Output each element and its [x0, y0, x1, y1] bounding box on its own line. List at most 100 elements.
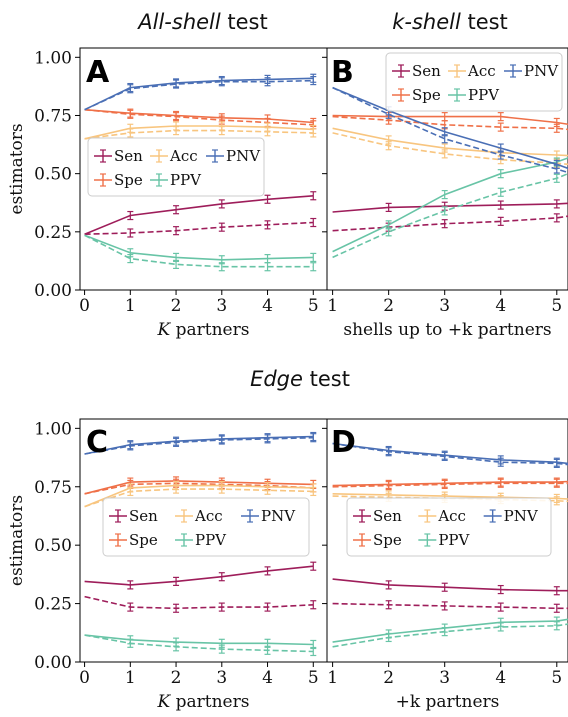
legend-label-spe: Spe	[129, 531, 158, 549]
series-line-acc-solid	[84, 484, 314, 508]
x-tick-label: 2	[171, 296, 182, 316]
series-line-sen-solid	[332, 578, 568, 592]
panel-letter: D	[331, 425, 356, 460]
series-line-sen-solid	[84, 195, 314, 235]
y-tick-label: 1.00	[34, 48, 72, 68]
legend-D: Sen Acc PNV Spe PPV	[346, 497, 552, 557]
legend-label-ppv: PPV	[170, 171, 202, 189]
x-axis-label: K partners	[157, 320, 250, 340]
y-axis-label: estimators	[7, 495, 27, 586]
x-tick-label: 2	[171, 668, 182, 688]
x-tick-label: 4	[495, 668, 506, 688]
legend-box	[346, 497, 552, 557]
series-line-acc-solid	[84, 125, 314, 140]
x-tick-label: 5	[551, 296, 562, 316]
y-tick-label: 1.00	[34, 419, 72, 439]
series-line-sen-solid	[332, 202, 568, 213]
x-axis-label: K partners	[157, 692, 250, 712]
series-line-spe-dashed	[84, 482, 314, 495]
x-tick-label: 3	[439, 668, 450, 688]
x-tick-label: 5	[308, 668, 319, 688]
series-line-pnv-dashed	[332, 86, 568, 174]
series-line-acc-solid	[332, 127, 568, 157]
series-line-spe-solid	[332, 480, 568, 487]
legend-label-spe: Spe	[412, 86, 441, 104]
plot-area-B	[332, 86, 568, 259]
legend-label-ppv: PPV	[195, 531, 227, 549]
series-line-pnv-dashed	[84, 79, 314, 111]
series-line-ppv-dashed	[84, 234, 314, 268]
x-tick-label: 1	[327, 296, 338, 316]
series-line-sen-dashed	[84, 595, 314, 610]
legend-label-pnv: PNV	[504, 507, 539, 525]
y-tick-label: 0.50	[34, 536, 72, 556]
legend-label-ppv: PPV	[438, 531, 470, 549]
x-tick-label: 3	[216, 296, 227, 316]
series-line-pnv-dashed	[84, 436, 314, 455]
legend-label-ppv: PPV	[468, 86, 500, 104]
series-line-acc-solid	[332, 493, 568, 500]
x-tick-label: 4	[495, 296, 506, 316]
y-tick-label: 0.75	[34, 478, 72, 498]
y-tick-label: 0.00	[34, 281, 72, 301]
x-tick-label: 2	[383, 296, 394, 316]
series-line-sen-solid	[84, 565, 314, 586]
legend-label-spe: Spe	[114, 171, 143, 189]
panel-letter: B	[331, 55, 354, 90]
title-edge: Edge test	[250, 367, 350, 391]
series-line-sen-dashed	[332, 215, 568, 232]
series-line-sen-dashed	[84, 221, 314, 235]
series-line-pnv-solid	[332, 442, 568, 465]
series-line-acc-dashed	[84, 488, 314, 508]
legend-label-sen: Sen	[129, 507, 158, 525]
axes-frame-D	[326, 418, 568, 663]
y-tick-label: 0.75	[34, 106, 72, 126]
legend-B: Sen Acc PNV Spe PPV	[385, 52, 563, 112]
panel-D: 1 2 3 4 5 +k partners D Sen Acc PNV Spe PPV	[322, 418, 568, 712]
series-line-acc-dashed	[84, 129, 314, 140]
legend-label-acc: Acc	[169, 147, 198, 165]
series-line-spe-dashed	[332, 482, 568, 488]
series-line-spe-dashed	[332, 115, 568, 131]
axes-frame-B	[326, 47, 568, 291]
panel-A: 0.00 0.25 0.50 0.75 1.00 0 1 2 3 4 5 estimators K pa…	[7, 47, 328, 340]
series-line-ppv-solid	[332, 157, 568, 253]
y-tick-label: 0.25	[34, 595, 72, 615]
series-line-sen-dashed	[332, 602, 568, 610]
x-tick-label: 4	[262, 296, 273, 316]
series-line-ppv-dashed	[84, 634, 314, 653]
legend-A: Sen Acc PNV Spe PPV	[87, 137, 265, 197]
series-line-ppv-solid	[84, 634, 314, 646]
legend-box	[87, 137, 265, 197]
title-k-shell: k-shell test	[392, 10, 508, 34]
series-line-acc-dashed	[332, 132, 568, 166]
x-axis-label: shells up to +k partners	[343, 320, 551, 340]
plot-area-C	[84, 431, 317, 657]
panel-letter: C	[86, 425, 108, 460]
x-tick-label: 0	[79, 296, 90, 316]
legend-label-acc: Acc	[194, 507, 223, 525]
legend-label-acc: Acc	[437, 507, 466, 525]
x-tick-label: 0	[79, 668, 90, 688]
series-line-ppv-solid	[332, 618, 568, 643]
x-tick-label: 3	[439, 296, 450, 316]
y-tick-label: 0.00	[34, 653, 72, 673]
y-axis-label: estimators	[7, 123, 27, 214]
x-tick-label: 4	[262, 668, 273, 688]
series-line-pnv-solid	[84, 77, 314, 111]
x-tick-label: 1	[125, 296, 136, 316]
panel-letter: A	[86, 55, 110, 90]
series-line-ppv-dashed	[332, 172, 568, 259]
title-all-shell: All-shell test	[136, 10, 267, 34]
panel-C: 0.00 0.25 0.50 0.75 1.00 0 1 2 3 4 5 estimators K pa…	[7, 418, 328, 712]
x-tick-label: 2	[383, 668, 394, 688]
series-line-pnv-dashed	[332, 442, 568, 466]
series-line-spe-solid	[332, 114, 568, 126]
legend-label-acc: Acc	[467, 62, 496, 80]
series-line-spe-dashed	[84, 108, 314, 126]
x-tick-label: 5	[551, 668, 562, 688]
y-tick-label: 0.50	[34, 165, 72, 185]
legend-label-pnv: PNV	[261, 507, 296, 525]
series-line-spe-solid	[84, 108, 314, 124]
